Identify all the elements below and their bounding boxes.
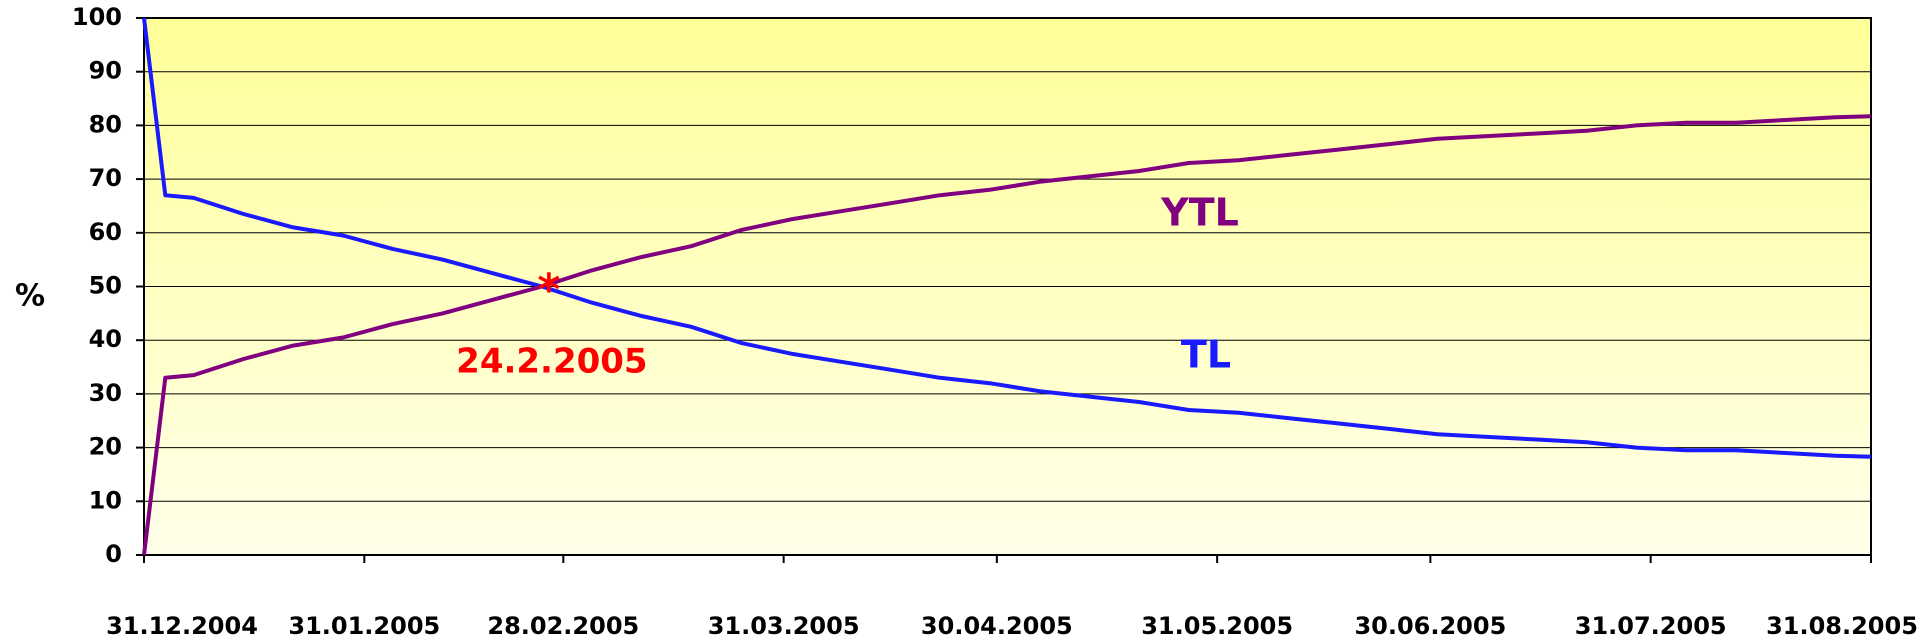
line-series [142, 17, 1872, 459]
x-tick-label: 30.06.2005 [1354, 612, 1506, 640]
y-tick-label: 0 [105, 540, 122, 568]
marker-label: 24.2.2005 [456, 342, 647, 382]
x-tick-label: 31.05.2005 [1141, 612, 1293, 640]
y-tick-label: 40 [89, 325, 122, 353]
x-tick-label: 31.01.2005 [288, 612, 440, 640]
x-tick-label: 30.04.2005 [921, 612, 1073, 640]
y-tick-label: 60 [89, 218, 122, 246]
marker: * [537, 265, 560, 316]
y-tick-label: 80 [89, 110, 122, 138]
y-tick-label: 100 [72, 3, 122, 31]
series-label: TL [1181, 333, 1231, 377]
y-tick-label: 70 [89, 164, 122, 192]
y-tick-label: 30 [89, 379, 122, 407]
y-tick-label: 50 [89, 272, 122, 300]
x-tick-label: 31.03.2005 [708, 612, 860, 640]
y-tick-label: 90 [89, 57, 122, 85]
series-label: YTL [1160, 191, 1239, 235]
y-tick-label: 20 [89, 433, 122, 461]
y-axis-label: % [15, 279, 45, 314]
x-tick-label: 31.12.2004 [106, 612, 258, 640]
x-tick-label: 28.02.2005 [487, 612, 639, 640]
line-series [142, 114, 1872, 556]
x-tick-label: 31.08.2005 [1766, 612, 1918, 640]
y-tick-label: 10 [89, 486, 122, 514]
x-tick-label: 31.07.2005 [1575, 612, 1727, 640]
